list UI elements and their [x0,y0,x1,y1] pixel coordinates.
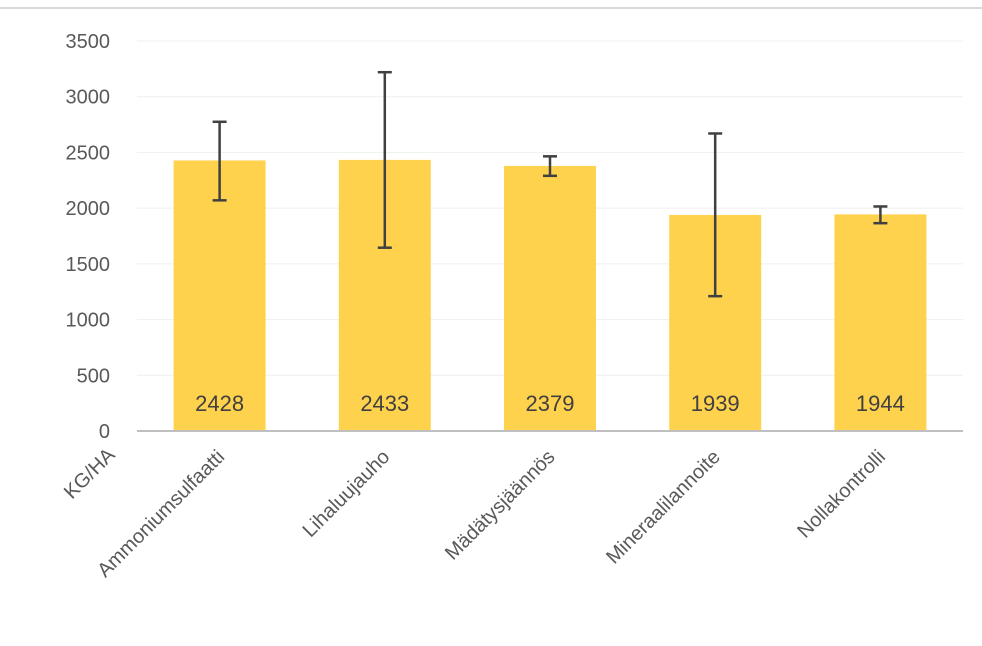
x-axis-unit-label: KG/HA [60,444,120,504]
y-tick-label: 2000 [66,198,111,220]
y-tick-label: 500 [77,365,110,387]
x-axis-category-labels: Ammoniumsulfaatti Lihaluujauho Mädätysjään… [93,446,890,582]
bar [173,160,266,432]
y-tick-label: 3500 [66,31,111,53]
data-label: 1939 [691,391,740,416]
bars [173,159,927,432]
bar [834,214,927,431]
error-bars [212,70,888,298]
y-tick-label: 1500 [66,254,111,276]
data-labels: 2428 2433 2379 1939 1944 [195,391,905,416]
data-label: 2379 [526,391,575,416]
y-tick-label: 0 [99,421,110,443]
x-category-label: Mädätysjäännös [441,446,560,565]
y-axis-tick-labels: 0 500 1000 1500 2000 2500 3000 3500 [66,31,111,443]
x-category-label: Lihaluujauho [299,446,395,542]
x-category-label: Ammoniumsulfaatti [93,446,229,582]
x-category-label: Mineraalilannoite [602,446,724,568]
y-tick-label: 3000 [66,87,111,109]
data-label: 2428 [195,391,244,416]
y-tick-label: 2500 [66,142,111,164]
x-category-label: Nollakontrolli [793,446,890,543]
y-tick-label: 1000 [66,310,111,332]
data-label: 1944 [856,391,905,416]
bar [504,165,596,431]
data-label: 2433 [360,391,409,416]
